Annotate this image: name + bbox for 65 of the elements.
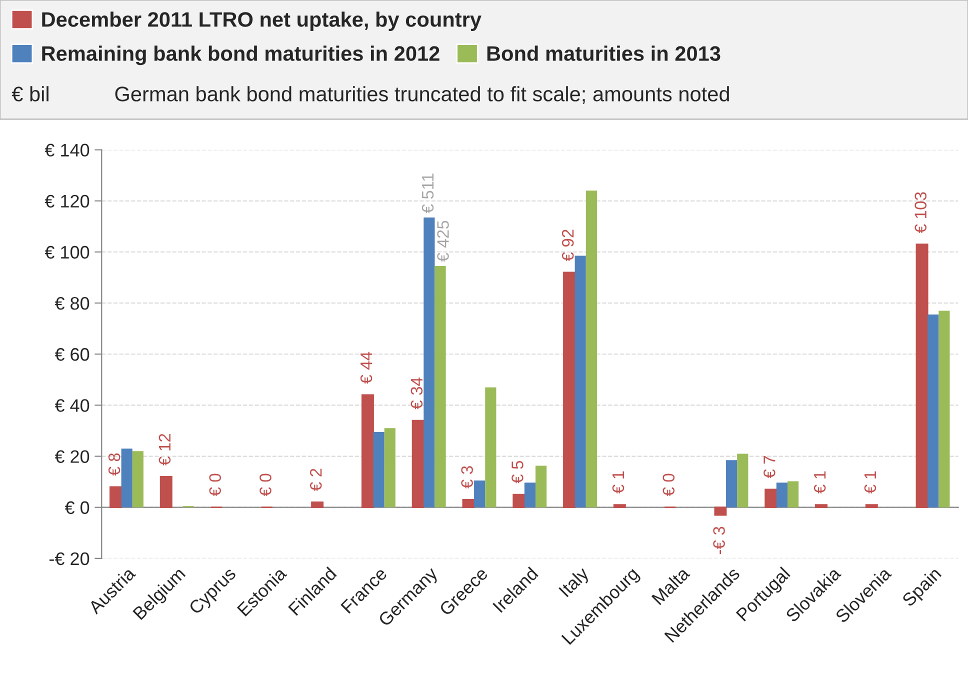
data-label: € 1	[814, 471, 826, 494]
data-label: € 103	[914, 192, 927, 234]
legend-label: December 2011 LTRO net uptake, by country	[42, 12, 482, 31]
data-label: € 0	[260, 474, 272, 496]
bar	[462, 498, 475, 508]
bar	[586, 190, 598, 508]
legend-label: Remaining bank bond maturities in 2012	[42, 46, 440, 66]
annotation: € 425	[437, 220, 449, 262]
bar	[764, 488, 778, 508]
data-label: € 12	[158, 434, 171, 466]
bar	[574, 256, 586, 508]
data-label: € 1	[864, 471, 876, 494]
data-label: € 1	[612, 471, 624, 494]
bar	[714, 506, 727, 516]
annotation: € 511	[422, 174, 434, 214]
bar	[160, 476, 172, 508]
bar	[485, 387, 496, 508]
bar	[613, 504, 626, 508]
bar	[412, 420, 424, 508]
data-label: € 7	[764, 456, 776, 478]
y-tick-label: € 20	[54, 450, 90, 463]
y-axis-title: € bil	[12, 86, 48, 102]
data-label: € 44	[360, 352, 372, 384]
bar	[563, 272, 576, 508]
y-tick-label: -€ 20	[49, 552, 90, 566]
bar	[110, 486, 122, 508]
y-tick-label: € 0	[64, 501, 90, 514]
data-label: € 5	[512, 460, 524, 484]
data-label: € 8	[108, 453, 120, 476]
data-label: € 3	[461, 466, 473, 488]
bar	[916, 244, 928, 508]
chart-subtitle: German bank bond maturities truncated to fit scale; amounts noted	[115, 86, 729, 104]
bar	[311, 502, 324, 508]
bar	[434, 266, 446, 508]
bar	[361, 394, 374, 508]
y-tick-label: € 80	[54, 296, 90, 310]
bar	[373, 432, 384, 508]
bar	[865, 504, 878, 508]
y-tick-label: € 100	[44, 246, 90, 259]
y-tick-label: € 60	[54, 348, 90, 361]
bar	[474, 480, 486, 508]
bar	[938, 310, 950, 508]
bar	[787, 481, 799, 508]
data-label: -€ 3	[713, 526, 725, 554]
bar	[121, 448, 132, 508]
bar	[737, 454, 748, 508]
bar	[815, 504, 828, 508]
bar	[424, 217, 435, 508]
bar	[384, 428, 396, 508]
data-label: € 0	[209, 474, 222, 496]
data-label: € 34	[410, 377, 423, 410]
data-label: € 2	[310, 468, 322, 491]
data-label: € 92	[562, 230, 574, 262]
bar	[512, 494, 526, 508]
bar	[928, 314, 939, 508]
y-tick-label: € 140	[44, 144, 90, 157]
legend-label: Bond maturities in 2013	[487, 46, 720, 61]
bar	[776, 482, 788, 508]
bar	[132, 451, 144, 508]
bar	[726, 460, 738, 508]
y-tick-label: € 120	[44, 194, 90, 208]
bar	[524, 482, 536, 508]
data-label: € 0	[662, 474, 675, 496]
bar	[536, 466, 547, 508]
y-tick-label: € 40	[54, 399, 90, 412]
